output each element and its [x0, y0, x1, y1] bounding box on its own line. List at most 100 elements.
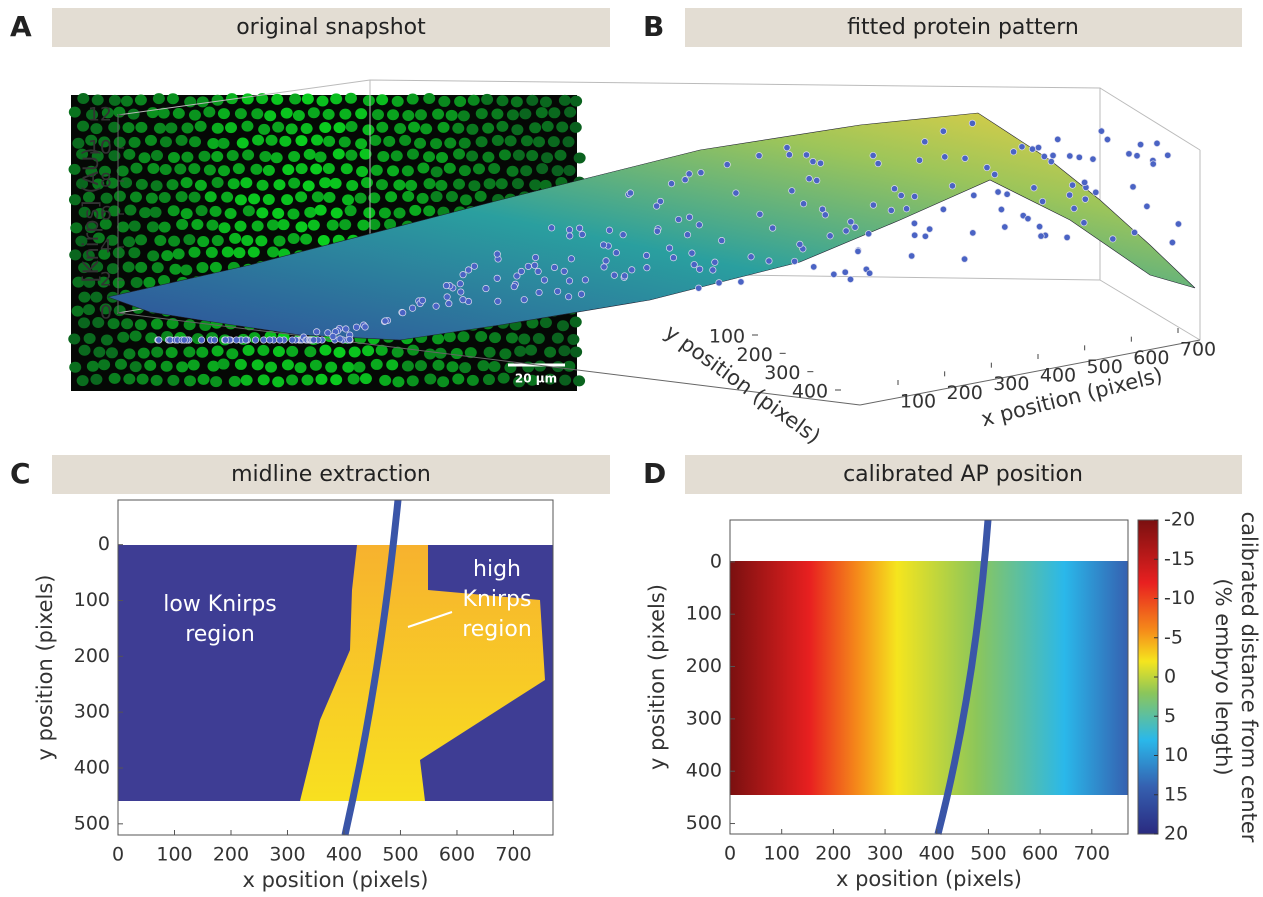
nucleus — [122, 261, 135, 273]
nucleus — [159, 136, 172, 148]
point — [600, 241, 608, 249]
panel-letter: B — [643, 10, 664, 43]
nucleus — [300, 233, 313, 245]
point — [1130, 228, 1139, 237]
nucleus — [323, 135, 336, 147]
x-tick-label: 500 — [1087, 356, 1123, 378]
nucleus — [187, 359, 200, 371]
nucleus — [150, 374, 163, 386]
nucleus — [311, 191, 324, 203]
nucleus — [221, 191, 234, 203]
z-tick-label: 4 — [100, 236, 112, 258]
nucleus — [285, 123, 298, 135]
nucleus — [457, 331, 470, 343]
point — [941, 153, 949, 161]
nucleus — [203, 164, 216, 176]
nucleus — [72, 276, 85, 288]
nucleus — [567, 333, 580, 345]
point — [442, 282, 450, 290]
nucleus — [158, 275, 171, 287]
nucleus — [85, 165, 98, 177]
nucleus — [570, 346, 583, 358]
point — [443, 293, 451, 301]
point — [409, 304, 417, 312]
nucleus — [128, 220, 141, 232]
nucleus — [184, 375, 197, 387]
nucleus — [279, 135, 292, 147]
point — [994, 188, 1002, 196]
point — [643, 264, 651, 272]
nucleus — [474, 190, 487, 202]
point — [1149, 160, 1157, 168]
point — [1054, 135, 1062, 143]
nucleus — [75, 235, 88, 247]
nucleus — [392, 376, 405, 388]
nucleus — [151, 346, 164, 358]
nucleus — [138, 152, 151, 164]
nucleus — [558, 345, 571, 357]
nucleus — [325, 361, 338, 373]
point — [1081, 178, 1089, 186]
nucleus — [394, 122, 407, 134]
point — [656, 197, 664, 205]
nucleus — [573, 152, 586, 164]
point — [854, 247, 862, 255]
nucleus — [482, 374, 495, 386]
ap-field — [730, 561, 1128, 795]
colorbar-tick-label: -15 — [1164, 548, 1195, 570]
nucleus — [129, 330, 142, 342]
colorbar-tick-label: 20 — [1164, 823, 1188, 845]
point — [765, 257, 773, 265]
nucleus — [378, 207, 391, 219]
point — [381, 317, 389, 325]
nucleus — [370, 164, 383, 176]
nucleus — [183, 234, 196, 246]
nucleus — [130, 162, 143, 174]
nucleus — [270, 152, 283, 164]
point — [548, 224, 556, 232]
x-tick-label: 100 — [156, 844, 192, 866]
nucleus — [135, 234, 148, 246]
nuclei — [68, 92, 586, 388]
nucleus — [195, 205, 208, 217]
nucleus — [129, 191, 142, 203]
x-tick-label: 200 — [213, 844, 249, 866]
point — [785, 151, 793, 159]
nucleus — [424, 348, 437, 360]
nucleus — [359, 148, 372, 160]
nucleus — [570, 95, 583, 107]
nucleus — [457, 110, 470, 122]
nucleus — [526, 374, 539, 386]
nucleus — [286, 374, 299, 386]
point — [346, 335, 354, 344]
nucleus — [357, 219, 370, 231]
point — [578, 230, 586, 239]
nucleus — [435, 179, 448, 191]
x-tick-label: 300 — [867, 843, 903, 865]
nucleus — [459, 194, 472, 206]
nucleus — [541, 120, 554, 132]
nucleus — [71, 305, 84, 317]
point — [961, 154, 969, 162]
point — [667, 180, 676, 188]
nucleus — [475, 108, 488, 120]
panel-title: fitted protein pattern — [847, 15, 1079, 40]
nucleus — [391, 95, 404, 107]
point — [576, 224, 584, 232]
point — [524, 262, 532, 270]
point — [550, 263, 559, 271]
nucleus — [85, 134, 98, 146]
nucleus — [169, 263, 182, 275]
nucleus — [153, 122, 166, 134]
nucleus — [146, 221, 159, 233]
nucleus — [224, 208, 237, 220]
nucleus — [315, 373, 328, 385]
nucleus — [160, 360, 173, 372]
z-tick-label: 8 — [100, 170, 112, 192]
point — [887, 206, 895, 214]
nucleus — [98, 165, 111, 177]
nucleus — [267, 246, 280, 258]
point — [1143, 202, 1151, 210]
point — [653, 227, 661, 235]
nucleus — [445, 190, 458, 202]
